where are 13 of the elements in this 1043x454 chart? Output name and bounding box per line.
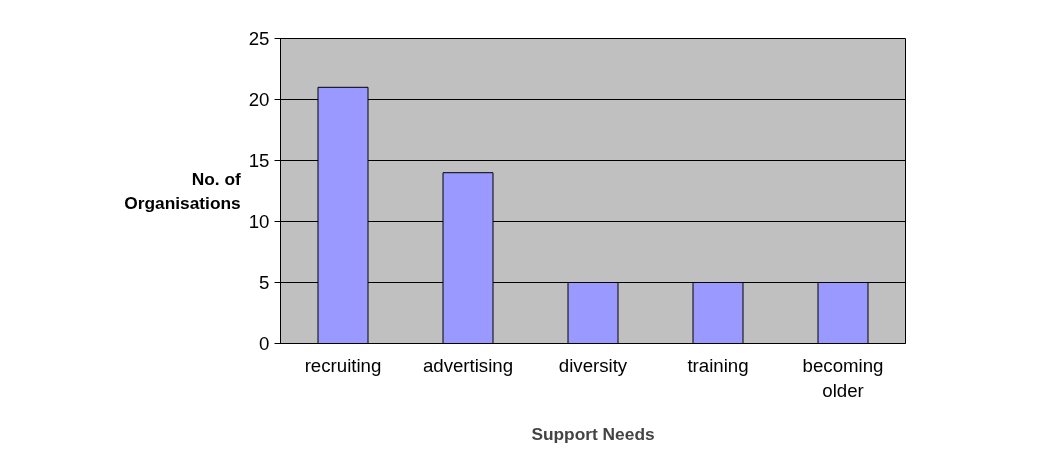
y-axis-title: No. of Organisations <box>124 169 241 213</box>
x-tick-label: advertising <box>422 354 514 376</box>
y-tick-label: 5 <box>259 272 270 293</box>
x-tick-label: recruiting <box>304 354 382 376</box>
x-tick-label: diversity <box>558 354 628 376</box>
y-tick-label: 10 <box>248 211 270 232</box>
x-axis-title: Support Needs <box>531 423 655 444</box>
y-tick-label: 15 <box>248 150 270 171</box>
x-tick-label: becoming older <box>802 354 884 401</box>
y-tick-label: 0 <box>259 333 270 354</box>
x-tick-label: training <box>687 354 749 376</box>
y-tick-label: 20 <box>248 89 270 110</box>
y-tick-label: 25 <box>248 28 270 49</box>
